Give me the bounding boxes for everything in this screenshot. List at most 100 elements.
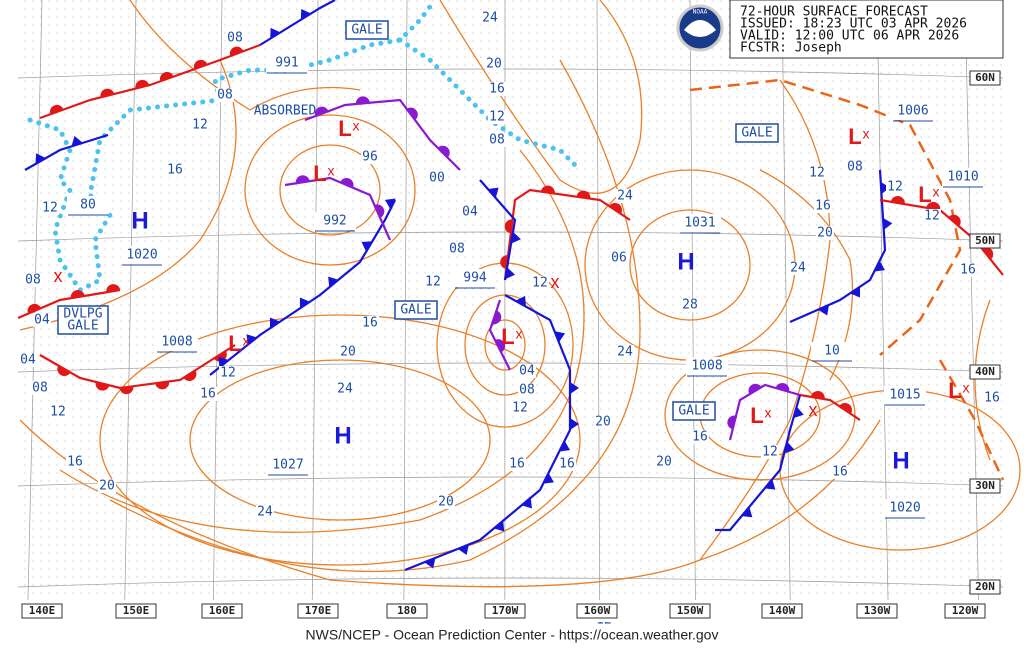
isobar-label: 12	[762, 445, 778, 460]
isobar	[129, 0, 361, 111]
pressure-label: 1008	[691, 359, 722, 374]
isobar-label: 08	[25, 273, 41, 288]
front-symbol	[741, 506, 753, 518]
latitude-label: 40N	[975, 365, 995, 378]
label-bg	[66, 455, 84, 469]
isobar-label: 12	[489, 110, 505, 125]
front-symbol	[355, 96, 370, 105]
pressure-label: 10	[824, 344, 840, 359]
pressure-label: 1020	[889, 501, 920, 516]
front-symbol	[361, 241, 373, 252]
front-symbol	[874, 260, 885, 272]
front-symbol	[340, 178, 354, 188]
front-symbol	[437, 145, 450, 158]
lon-box	[484, 603, 526, 619]
latitude-label: 30N	[975, 479, 995, 492]
isobar	[974, 299, 991, 461]
meridian	[27, 0, 43, 601]
front-symbol	[300, 8, 312, 20]
isobar-label: 12	[924, 209, 940, 224]
front-symbol	[540, 185, 555, 194]
label-bg	[831, 465, 849, 479]
isobar-label: 16	[362, 316, 378, 331]
isobar-label: 08	[847, 160, 863, 175]
parallel	[17, 577, 1004, 588]
front-symbol	[515, 295, 526, 307]
meridian	[403, 0, 408, 601]
isobar-label: 16	[815, 199, 831, 214]
isobar-label: 20	[340, 345, 356, 360]
low-mark: x	[933, 184, 940, 200]
front-symbol	[314, 106, 329, 117]
front	[479, 179, 517, 281]
map-background	[18, 0, 1003, 600]
longitude-label: 130W	[864, 604, 891, 617]
label-bg	[49, 405, 67, 419]
label-bg	[199, 387, 217, 401]
label-bg	[655, 455, 673, 469]
low-center: L	[501, 324, 514, 349]
high-center: H	[677, 248, 694, 275]
isobar-label: 16	[692, 430, 708, 445]
label-bg	[339, 345, 357, 359]
lon-box	[201, 603, 243, 619]
isobar-label: 08	[519, 383, 535, 398]
isobar	[109, 59, 641, 573]
label-bg	[191, 118, 209, 132]
label-bg	[266, 54, 308, 72]
lon-box	[386, 603, 428, 619]
front-symbol	[818, 304, 830, 316]
front-symbol	[981, 247, 994, 260]
front-symbol	[246, 334, 257, 346]
front-symbol	[406, 107, 418, 120]
low-mark: x	[863, 126, 870, 142]
parallel	[17, 362, 1004, 373]
front-symbol	[270, 27, 281, 39]
lon-box	[856, 603, 898, 619]
lon-box	[944, 603, 986, 619]
isobar-label: 96	[362, 150, 378, 165]
front-symbol	[880, 181, 891, 194]
label-bg	[488, 82, 506, 96]
front-symbol	[764, 479, 776, 490]
isobar-label: 24	[482, 11, 498, 26]
lon-box	[761, 603, 803, 619]
front-symbol	[328, 276, 339, 288]
label-bg	[923, 209, 941, 223]
label-bg	[19, 353, 37, 367]
isobar-label: 04	[519, 364, 535, 379]
longitude-label: 170W	[492, 604, 519, 617]
logo-bird	[684, 20, 716, 37]
front-symbol	[492, 310, 502, 325]
label-bg	[884, 386, 926, 404]
isobar-label: 16	[832, 465, 848, 480]
label-bg	[518, 364, 536, 378]
label-bg	[437, 495, 455, 509]
low-center: L	[848, 124, 861, 149]
front-symbol	[543, 472, 554, 484]
label-bg	[216, 88, 234, 102]
isobar-label: 04	[462, 205, 478, 220]
label-bg	[511, 401, 529, 415]
label-bg	[846, 160, 864, 174]
low-mark: x	[243, 333, 250, 349]
front	[488, 299, 511, 371]
front-symbol	[748, 383, 762, 395]
label-bg	[219, 366, 237, 380]
front-symbol	[784, 441, 795, 454]
isobar-label: 24	[617, 189, 633, 204]
isobar-label: 06	[611, 251, 627, 266]
isobar-label: 12	[50, 405, 66, 420]
label-bg	[616, 189, 634, 203]
isobar-label: 24	[337, 382, 353, 397]
label-bg	[488, 133, 506, 147]
front-symbol	[183, 370, 197, 381]
front-symbol	[727, 415, 737, 430]
isobar	[244, 114, 416, 266]
front	[24, 133, 109, 171]
gale-label: GALE	[400, 303, 431, 318]
isobar-label: 12	[809, 166, 825, 181]
lon-box	[21, 603, 63, 619]
isobar-label: 16	[67, 455, 83, 470]
front-symbol	[504, 219, 513, 234]
